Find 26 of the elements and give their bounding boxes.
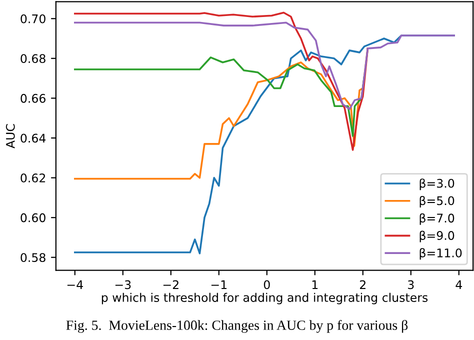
x-tick-label: 4	[456, 280, 462, 289]
x-tick-label: −2	[163, 280, 178, 289]
y-tick-label: 0.66	[20, 94, 46, 103]
x-tick-label: −3	[115, 280, 131, 290]
y-tick-label: 0.58	[20, 253, 46, 262]
line-series	[74, 22, 455, 110]
caption: Fig. 5. MovieLens-100k: Changes in AUC by p for various β	[66, 320, 408, 333]
y-tick-label: 0.64	[20, 134, 46, 143]
x-tick-label: −4	[67, 280, 83, 289]
legend-label: β=11.0	[420, 248, 462, 260]
y-tick-label: 0.62	[20, 174, 46, 182]
line-series	[74, 12, 369, 151]
x-tick-label: 3	[408, 280, 414, 290]
y-tick-label: 0.70	[20, 14, 46, 24]
y-axis-title: AUC	[6, 124, 15, 148]
y-tick-label: 0.60	[20, 213, 46, 222]
x-tick-label: 0	[264, 280, 270, 290]
legend-label: β=5.0	[420, 196, 454, 208]
legend-label: β=3.0	[420, 178, 454, 190]
y-tick-label: 0.68	[20, 54, 46, 64]
x-axis-title: p which is threshold for adding and integrating clusters	[102, 292, 428, 304]
x-tick-label: −1	[211, 280, 227, 289]
x-tick-label: 1	[312, 280, 318, 289]
legend-label: β=9.0	[420, 230, 454, 242]
legend-label: β=7.0	[420, 213, 454, 225]
x-tick-label: 2	[360, 280, 366, 289]
